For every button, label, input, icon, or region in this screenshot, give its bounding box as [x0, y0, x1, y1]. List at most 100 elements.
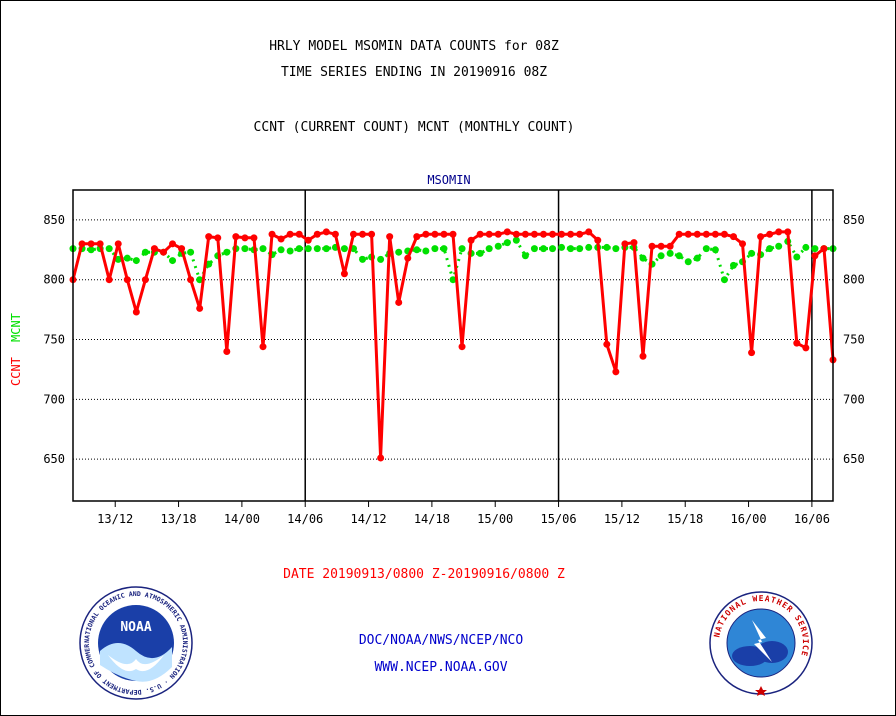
- ccnt-point: [404, 254, 412, 262]
- x-tick-label: 14/00: [224, 512, 260, 526]
- ccnt-point: [395, 298, 403, 306]
- ccnt-point: [648, 242, 656, 250]
- mcnt-point: [720, 276, 728, 284]
- ccnt-point: [621, 240, 629, 248]
- ccnt-point: [431, 230, 439, 238]
- ccnt-point: [114, 240, 122, 248]
- ccnt-point: [413, 233, 421, 241]
- mcnt-point: [169, 257, 177, 265]
- ccnt-point: [793, 339, 801, 347]
- mcnt-point: [422, 247, 430, 255]
- ccnt-point: [241, 234, 249, 242]
- mcnt-point: [666, 249, 674, 257]
- ccnt-point: [775, 228, 783, 236]
- ccnt-point: [223, 347, 231, 355]
- mcnt-point: [340, 245, 348, 253]
- mcnt-point: [187, 248, 195, 256]
- ccnt-point: [766, 230, 774, 238]
- mcnt-point: [521, 252, 529, 260]
- ccnt-point: [684, 230, 692, 238]
- ccnt-point: [349, 230, 357, 238]
- ccnt-point: [576, 230, 584, 238]
- ccnt-point: [196, 304, 204, 312]
- mcnt-point: [295, 245, 303, 253]
- ccnt-point: [467, 236, 475, 244]
- ccnt-point: [630, 239, 638, 247]
- ccnt-point: [440, 230, 448, 238]
- ccnt-point: [377, 454, 385, 462]
- mcnt-point: [702, 245, 710, 253]
- mcnt-point: [793, 253, 801, 261]
- ccnt-point: [639, 352, 647, 360]
- ccnt-point: [422, 230, 430, 238]
- ccnt-point: [757, 233, 765, 241]
- ccnt-point: [494, 230, 502, 238]
- x-tick-label: 13/18: [160, 512, 196, 526]
- mcnt-point: [811, 245, 819, 253]
- ccnt-point: [368, 230, 376, 238]
- y-tick-label-right: 750: [843, 333, 865, 347]
- mcnt-point: [549, 245, 557, 253]
- x-tick-label: 14/18: [414, 512, 450, 526]
- chart-header-line1: HRLY MODEL MSOMIN DATA COUNTS for 08Z: [269, 39, 559, 54]
- ccnt-point: [169, 240, 177, 248]
- mcnt-point: [567, 245, 575, 253]
- y-tick-label-left: 750: [43, 333, 65, 347]
- mcnt-point: [512, 236, 520, 244]
- ccnt-point: [720, 230, 728, 238]
- ccnt-point: [539, 230, 547, 238]
- mcnt-point: [503, 239, 511, 247]
- mcnt-point: [241, 245, 249, 253]
- y-tick-label-right: 650: [843, 452, 865, 466]
- ccnt-point: [449, 230, 457, 238]
- y-tick-label-right: 800: [843, 273, 865, 287]
- ccnt-point: [503, 228, 511, 236]
- mcnt-point: [123, 254, 131, 262]
- mcnt-point: [223, 248, 231, 256]
- ccnt-point: [603, 340, 611, 348]
- y-axis-label-ccnt: CCNT: [9, 357, 23, 386]
- ccnt-point: [205, 233, 213, 241]
- y-tick-label-left: 650: [43, 452, 65, 466]
- x-tick-label: 15/06: [540, 512, 576, 526]
- mcnt-point: [576, 245, 584, 253]
- y-tick-label-right: 850: [843, 213, 865, 227]
- y-tick-label-left: 700: [43, 392, 65, 406]
- ccnt-point: [132, 308, 140, 316]
- date-range-label: DATE 20190913/0800 Z-20190916/0800 Z: [283, 567, 565, 582]
- mcnt-point: [114, 255, 122, 263]
- x-tick-label: 13/12: [97, 512, 133, 526]
- ccnt-point: [711, 230, 719, 238]
- mcnt-point: [440, 245, 448, 253]
- ccnt-point: [322, 228, 330, 236]
- ccnt-point: [268, 230, 276, 238]
- mcnt-point: [431, 245, 439, 253]
- ccnt-point: [359, 230, 367, 238]
- mcnt-point: [684, 258, 692, 266]
- mcnt-point: [657, 252, 665, 260]
- mcnt-point: [413, 246, 421, 254]
- ccnt-point: [675, 230, 683, 238]
- mcnt-point: [539, 245, 547, 253]
- mcnt-point: [196, 276, 204, 284]
- noaa-logo-text: NOAA: [120, 620, 151, 635]
- ccnt-point: [729, 233, 737, 241]
- noaa-logo-icon: NATIONAL OCEANIC AND ATMOSPHERIC ADMINIS…: [78, 585, 193, 700]
- mcnt-point: [286, 247, 294, 255]
- ccnt-point: [666, 242, 674, 250]
- ccnt-point: [304, 236, 312, 244]
- ccnt-point: [521, 230, 529, 238]
- chart-header-line2: TIME SERIES ENDING IN 20190916 08Z: [280, 65, 548, 80]
- plot-area: [72, 189, 834, 502]
- ccnt-point: [594, 236, 602, 244]
- url-link[interactable]: WWW.NCEP.NOAA.GOV: [374, 660, 508, 675]
- ccnt-point: [232, 233, 240, 241]
- mcnt-point: [132, 257, 140, 265]
- ccnt-point: [585, 228, 593, 236]
- mcnt-point: [313, 245, 321, 253]
- ccnt-point: [96, 240, 104, 248]
- ccnt-point: [105, 276, 113, 284]
- mcnt-point: [585, 243, 593, 251]
- mcnt-point: [105, 245, 113, 253]
